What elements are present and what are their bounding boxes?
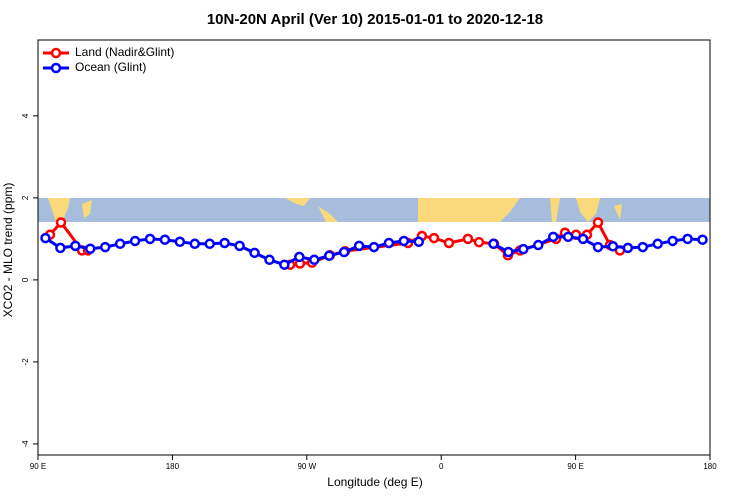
point — [353, 240, 365, 252]
point — [85, 243, 96, 254]
x-tick-label: 90 E — [30, 462, 46, 471]
x-tick-label: 180 — [703, 462, 717, 471]
point — [55, 217, 67, 228]
point — [518, 243, 529, 255]
point — [682, 233, 693, 245]
point — [55, 242, 66, 254]
point — [249, 247, 260, 259]
x-axis-label: Longitude (deg E) — [327, 475, 422, 489]
map-land — [550, 198, 560, 222]
point — [40, 232, 51, 244]
point — [607, 241, 619, 252]
chart-title: 10N-20N April (Ver 10) 2015-01-01 to 202… — [207, 11, 543, 28]
point — [547, 231, 559, 243]
map-land — [576, 198, 600, 222]
map-land — [614, 204, 622, 220]
point — [533, 239, 544, 251]
map-ocean — [38, 198, 710, 222]
point — [592, 241, 604, 253]
legend-marker — [50, 47, 62, 59]
point — [368, 241, 380, 253]
point — [383, 237, 395, 249]
point — [577, 233, 589, 245]
point — [443, 237, 455, 249]
map-land — [318, 206, 338, 222]
point — [462, 233, 474, 245]
point — [174, 236, 186, 248]
x-tick-label: 90 E — [567, 462, 583, 471]
x-tick-label: 180 — [166, 462, 180, 471]
y-axis-label: XCO2 - MLO trend (ppm) — [1, 183, 15, 318]
point — [204, 238, 215, 250]
y-tick-label: 4 — [21, 113, 30, 118]
map-land — [418, 198, 520, 222]
point — [129, 235, 141, 247]
point — [264, 254, 275, 266]
point — [189, 238, 201, 250]
point — [697, 234, 708, 245]
legend-label: Land (Nadir&Glint) — [75, 45, 174, 59]
x-tick-label: 90 W — [297, 462, 316, 471]
point — [219, 237, 230, 249]
point — [667, 235, 678, 247]
point — [323, 250, 335, 261]
point — [473, 236, 485, 248]
point — [159, 234, 171, 245]
legend-label: Ocean (Glint) — [75, 60, 146, 74]
point — [637, 241, 649, 253]
point — [294, 251, 305, 263]
plot-frame — [37, 39, 711, 456]
point — [234, 240, 245, 252]
y-tick-label: 0 — [21, 277, 30, 282]
point — [622, 242, 634, 254]
point — [144, 233, 156, 245]
y-tick-label: -4 — [21, 440, 30, 448]
point — [428, 232, 440, 244]
point — [279, 259, 290, 270]
point — [503, 246, 514, 258]
point — [413, 236, 425, 248]
map-land — [48, 198, 70, 222]
map-land — [82, 200, 92, 218]
y-tick-label: 2 — [21, 195, 30, 200]
point — [488, 238, 499, 250]
x-tick-label: 0 — [439, 462, 444, 471]
point — [592, 217, 604, 228]
point — [652, 238, 663, 250]
point — [562, 231, 574, 243]
map-land — [285, 198, 310, 206]
point — [398, 235, 410, 247]
point — [99, 241, 111, 253]
legend-marker — [50, 62, 62, 74]
map-band — [38, 198, 710, 222]
point — [70, 240, 81, 252]
point — [114, 238, 126, 250]
y-tick-label: -2 — [21, 358, 30, 366]
point — [338, 246, 350, 258]
point — [309, 254, 320, 266]
